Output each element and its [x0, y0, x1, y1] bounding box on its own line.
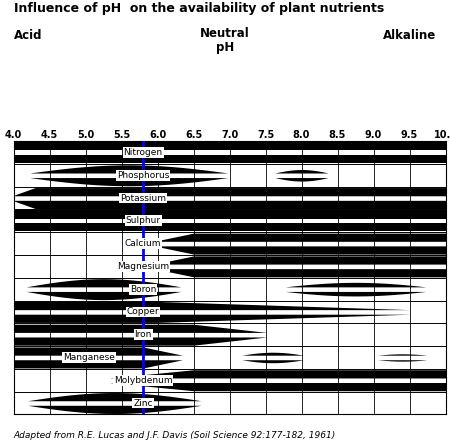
Text: Acid: Acid	[14, 29, 42, 42]
Text: Influence of pH  on the availability of plant nutrients: Influence of pH on the availability of p…	[14, 2, 384, 15]
Text: pH: pH	[216, 41, 234, 54]
Text: Adapted from R.E. Lucas and J.F. Davis (Soil Science 92:177-182, 1961): Adapted from R.E. Lucas and J.F. Davis (…	[14, 431, 336, 440]
Text: Copper: Copper	[127, 307, 159, 316]
Text: Magnesium: Magnesium	[117, 262, 169, 271]
Text: Manganese: Manganese	[63, 353, 115, 362]
Text: Calcium: Calcium	[125, 239, 162, 248]
Text: Iron: Iron	[135, 330, 152, 339]
Text: Boron: Boron	[130, 284, 156, 293]
Text: Potassium: Potassium	[120, 194, 166, 202]
Text: Alkaline: Alkaline	[383, 29, 436, 42]
Text: Sulphur: Sulphur	[126, 216, 161, 225]
Text: Neutral: Neutral	[200, 27, 250, 40]
Text: Molybdenum: Molybdenum	[114, 376, 172, 385]
Text: Nitrogen: Nitrogen	[124, 148, 162, 157]
Text: Zinc: Zinc	[133, 399, 153, 408]
Text: Phosphorus: Phosphorus	[117, 171, 169, 180]
